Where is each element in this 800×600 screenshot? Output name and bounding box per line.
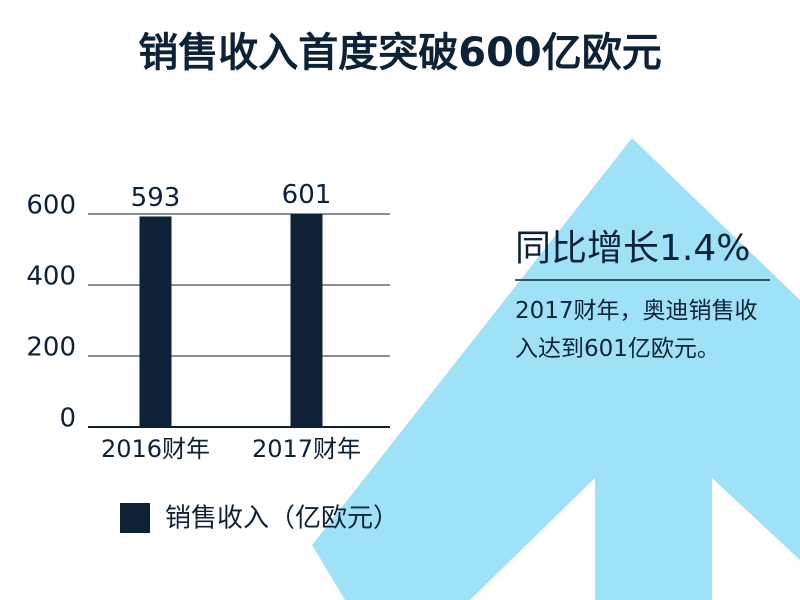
background-arrow xyxy=(312,138,800,600)
chart-title: 销售收入首度突破600亿欧元 xyxy=(138,30,662,76)
legend-label: 销售收入（亿欧元） xyxy=(165,504,399,534)
x-tick-label: 2016财年 xyxy=(101,435,210,463)
y-tick-label: 0 xyxy=(59,404,76,434)
y-tick-label: 400 xyxy=(26,262,76,292)
value-label: 593 xyxy=(131,183,181,213)
y-tick-label: 600 xyxy=(26,191,76,221)
x-tick-label: 2017财年 xyxy=(252,435,361,463)
y-tick-label: 200 xyxy=(26,333,76,363)
bar xyxy=(139,216,172,427)
bar xyxy=(290,213,323,427)
legend-swatch xyxy=(120,503,150,533)
note: 2017财年，奥迪销售收入达到601亿欧元。 xyxy=(515,298,758,362)
annotation: 同比增长1.4% xyxy=(515,228,750,269)
value-label: 601 xyxy=(282,180,332,210)
